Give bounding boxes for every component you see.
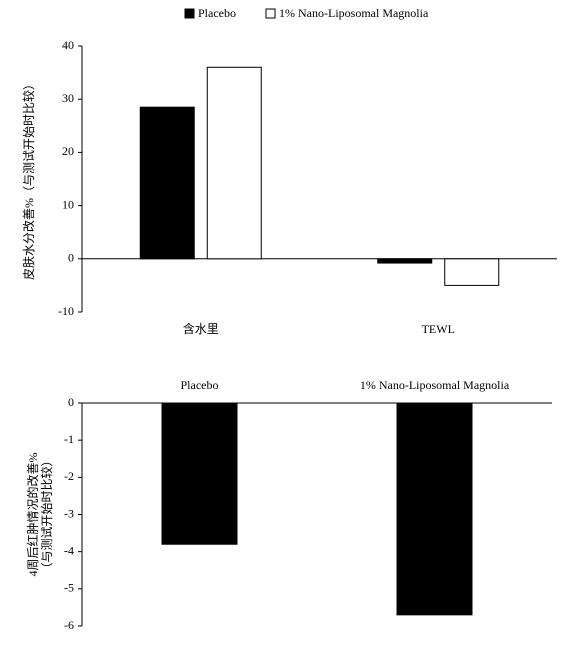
y-tick-label: -4 [64, 543, 74, 557]
y-tick-label: -5 [64, 581, 74, 595]
y-tick-label: 0 [68, 251, 74, 265]
bar [444, 258, 500, 286]
y-tick-label: -10 [58, 304, 74, 318]
legend-swatch [184, 8, 195, 19]
x-tick-label: TEWL [422, 322, 455, 336]
bar [139, 106, 195, 260]
y-axis-label: （与测试开始时比较） [39, 454, 54, 574]
y-tick-label: -3 [64, 506, 74, 520]
bar [206, 66, 262, 260]
bar [396, 402, 473, 616]
y-tick-label: 30 [62, 91, 74, 105]
y-tick-label: 40 [62, 38, 74, 52]
y-tick-label: -1 [64, 432, 74, 446]
bar [161, 402, 238, 545]
y-tick-label: 10 [62, 197, 74, 211]
legend-swatch [265, 8, 276, 19]
y-axis-label: 4周后红肿情况的改善% [25, 452, 40, 576]
y-axis-label: 皮肤水分改善%（与测试开始时比较） [21, 78, 36, 280]
y-tick-label: -2 [64, 469, 74, 483]
bar [377, 258, 433, 264]
y-tick-label: -6 [64, 618, 74, 632]
x-tick-label: Placebo [181, 378, 219, 392]
legend-label: Placebo [198, 6, 236, 20]
x-tick-label: 含水里 [183, 321, 219, 336]
x-tick-label: 1% Nano-Liposomal Magnolia [360, 378, 510, 392]
legend-label: 1% Nano-Liposomal Magnolia [279, 6, 429, 20]
y-tick-label: 0 [68, 395, 74, 409]
y-tick-label: 20 [62, 144, 74, 158]
